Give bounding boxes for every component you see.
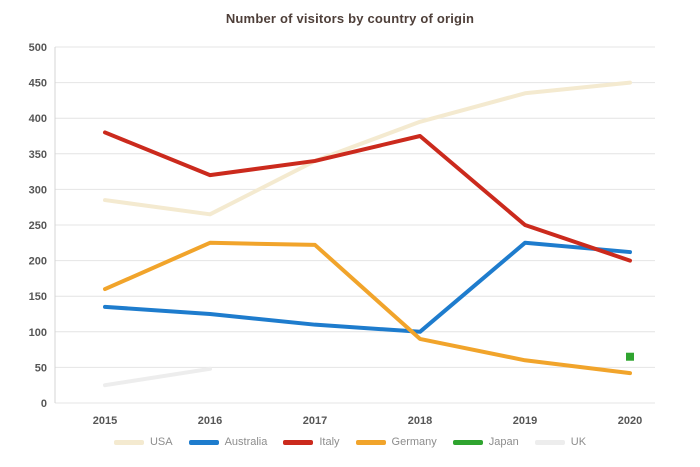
legend-item-japan: Japan xyxy=(452,436,519,448)
y-tick-label: 100 xyxy=(29,327,47,339)
y-tick-label: 0 xyxy=(41,398,47,410)
series-line-usa xyxy=(103,80,632,217)
x-tick-label: 2020 xyxy=(618,415,642,427)
legend-item-germany: Germany xyxy=(355,436,437,448)
legend-label: USA xyxy=(149,436,173,448)
legend-swatch-icon xyxy=(283,439,314,445)
x-tick-label: 2016 xyxy=(198,415,222,427)
series-line-italy xyxy=(103,130,632,263)
series-line-uk xyxy=(103,366,212,388)
y-tick-label: 450 xyxy=(29,78,47,90)
legend-swatch-icon xyxy=(355,439,386,445)
legend-swatch-icon xyxy=(452,439,483,445)
series-point-japan xyxy=(626,352,634,361)
legend-label: Japan xyxy=(488,436,519,448)
y-tick-label: 200 xyxy=(29,256,47,268)
legend-item-uk: UK xyxy=(534,436,587,448)
legend-item-usa: USA xyxy=(113,436,173,448)
legend-label: UK xyxy=(570,436,587,448)
legend-label: Australia xyxy=(224,436,268,448)
y-tick-label: 150 xyxy=(29,291,47,303)
chart-title: Number of visitors by country of origin xyxy=(225,11,475,26)
y-tick-label: 250 xyxy=(29,220,47,232)
series-line-germany xyxy=(103,240,632,376)
series-line-australia xyxy=(103,240,632,334)
x-tick-label: 2018 xyxy=(408,415,432,427)
y-tick-label: 500 xyxy=(29,42,47,54)
legend-label: Germany xyxy=(391,436,437,448)
legend-item-australia: Australia xyxy=(188,436,268,448)
y-tick-label: 50 xyxy=(35,362,47,374)
x-tick-label: 2019 xyxy=(513,415,537,427)
legend-item-italy: Italy xyxy=(283,436,340,448)
legend-label: Italy xyxy=(319,436,340,448)
legend-swatch-icon xyxy=(113,439,144,445)
x-tick-label: 2017 xyxy=(303,415,327,427)
y-tick-label: 300 xyxy=(29,184,47,196)
y-tick-label: 350 xyxy=(29,149,47,161)
legend-swatch-icon xyxy=(188,439,219,445)
y-tick-label: 400 xyxy=(29,113,47,125)
x-tick-label: 2015 xyxy=(93,415,117,427)
legend-swatch-icon xyxy=(534,439,565,445)
legend: USA Australia Italy Germany Japan UK xyxy=(0,436,700,448)
